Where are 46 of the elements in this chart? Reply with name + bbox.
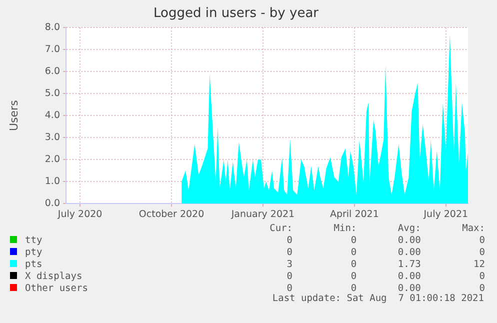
text: 0.00 — [396, 282, 421, 294]
text: 12 — [472, 258, 485, 270]
text: Cur: — [268, 222, 293, 234]
legend-label: X displays — [24, 270, 84, 282]
y-axis-title: Users — [7, 100, 20, 132]
text: Avg: — [396, 222, 421, 234]
x-tick-label: July 2020 — [56, 208, 102, 220]
text: 0 — [350, 270, 357, 282]
text: Last update: Sat Aug 7 01:00:18 2021 — [272, 293, 484, 304]
text: 0 — [286, 282, 293, 294]
x-tick-label: January 2021 — [230, 208, 295, 220]
text: 0 — [350, 234, 357, 246]
y-tick-label: 7.0 — [44, 44, 60, 56]
text: 0.00 — [396, 270, 421, 282]
legend-label: pty — [24, 246, 44, 258]
y-tick-label: 3.0 — [44, 132, 60, 144]
text: 0 — [478, 246, 485, 258]
text: Min: — [332, 222, 357, 234]
legend-label: tty — [24, 234, 44, 246]
text: 0 — [478, 282, 485, 294]
legend-label: Other users — [24, 282, 89, 294]
text: 0 — [478, 270, 485, 282]
y-tick-label: 8.0 — [44, 22, 60, 34]
text: 0 — [350, 282, 357, 294]
x-tick-label: April 2021 — [330, 208, 379, 220]
text: 0.00 — [396, 234, 421, 246]
text: 1.73 — [396, 258, 421, 270]
y-tick-label: 5.0 — [44, 88, 60, 100]
x-tick-label: July 2021 — [422, 208, 468, 220]
text: 0 — [286, 270, 293, 282]
y-tick-label: 4.0 — [44, 110, 60, 122]
text: 0.00 — [396, 246, 421, 258]
y-tick-label: 2.0 — [44, 154, 60, 166]
text: 3 — [286, 258, 293, 270]
legend-label: pts — [24, 258, 44, 270]
y-tick-label: 0.0 — [44, 198, 60, 210]
text: 0 — [286, 234, 293, 246]
y-tick-label: 1.0 — [44, 176, 60, 188]
text: 0 — [478, 234, 485, 246]
text: Max: — [461, 222, 485, 234]
text: 0 — [350, 258, 357, 270]
chart-title: Logged in users - by year — [153, 6, 320, 22]
text: 0 — [286, 246, 293, 258]
text: 0 — [350, 246, 357, 258]
x-tick-label: October 2020 — [138, 208, 204, 220]
y-tick-label: 6.0 — [44, 66, 60, 78]
